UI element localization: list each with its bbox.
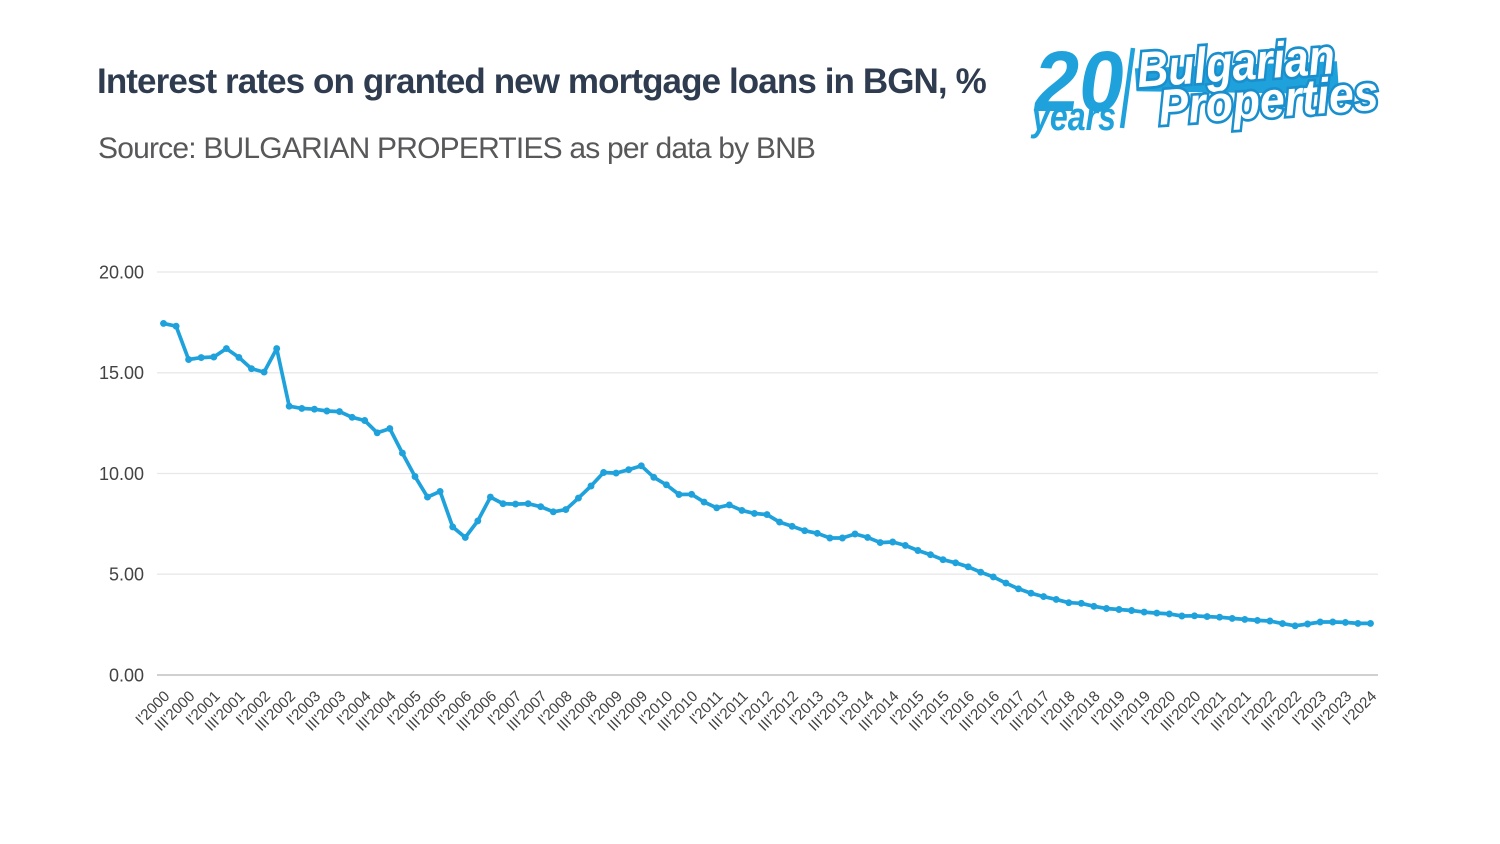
svg-text:5.00: 5.00 (109, 565, 144, 585)
svg-text:10.00: 10.00 (99, 464, 144, 484)
svg-text:years: years (1030, 95, 1116, 139)
svg-text:20.00: 20.00 (99, 262, 144, 282)
svg-text:0.00: 0.00 (109, 665, 144, 685)
svg-text:20: 20 (1028, 34, 1131, 130)
svg-text:Bulgarian: Bulgarian (1135, 28, 1336, 98)
svg-text:15.00: 15.00 (99, 363, 144, 383)
